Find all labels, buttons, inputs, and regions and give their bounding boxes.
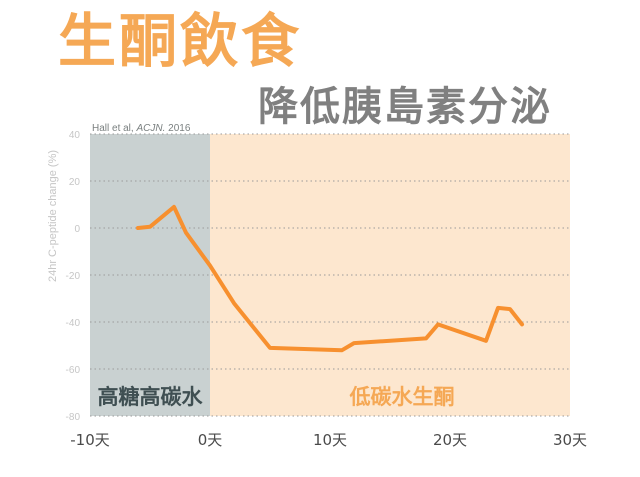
page-title: 生酮飲食 [58,7,303,75]
y-axis-label: 24hr C-peptide change (%) [47,150,59,282]
y-tick-label: -60 [66,365,81,376]
y-tick-label: -80 [66,412,81,423]
y-axis-ticks: 40 20 0 -20 -40 -60 -80 [66,130,81,423]
x-tick-label: -10天 [70,431,110,449]
page-subtitle: 降低胰島素分泌 [258,84,552,130]
citation-journal: ACJN. [135,123,165,134]
y-tick-label: 0 [74,224,80,235]
citation: Hall et al, ACJN. 2016 [92,123,191,134]
citation-authors: Hall et al, [92,123,136,134]
gridlines [90,133,570,417]
x-axis-ticks: -10天 0天 10天 20天 30天 [70,431,587,449]
x-tick-label: 0天 [198,431,223,449]
y-tick-label: 20 [69,177,81,188]
citation-year: 2016 [165,123,190,134]
x-tick-label: 10天 [313,431,347,449]
ketogenic-region-label: 低碳水生酮 [349,385,455,409]
x-tick-label: 20天 [433,431,467,449]
y-tick-label: 40 [69,130,81,141]
y-tick-label: -40 [66,318,81,329]
high-carb-region-label: 高糖高碳水 [98,385,204,409]
c-peptide-series-line [136,204,524,353]
x-tick-label: 30天 [553,431,587,449]
y-tick-label: -20 [66,271,81,282]
ketogenic-region [210,134,570,416]
